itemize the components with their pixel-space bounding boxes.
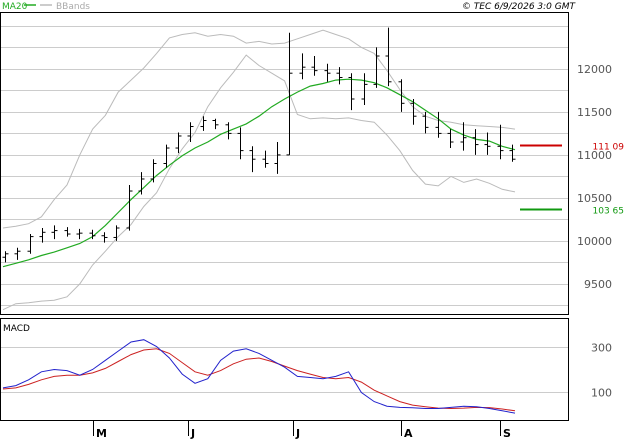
ohlc-bar bbox=[126, 185, 133, 231]
ohlc-bar bbox=[51, 225, 58, 240]
price-y-tick-label: 11000 bbox=[577, 149, 612, 162]
macd-panel-frame bbox=[0, 318, 569, 421]
ohlc-bar bbox=[89, 229, 96, 240]
ohlc-bar bbox=[311, 56, 318, 76]
legend-ma-label: MA20 bbox=[2, 2, 28, 12]
macd-line bbox=[2, 339, 516, 414]
ohlc-bar bbox=[138, 172, 145, 195]
x-tick-label: M bbox=[96, 427, 107, 440]
ohlc-bar bbox=[286, 32, 293, 156]
ohlc-bar bbox=[336, 67, 343, 85]
ohlc-bar bbox=[274, 142, 281, 174]
ohlc-bar bbox=[435, 111, 442, 138]
macd-panel-title: MACD bbox=[3, 324, 30, 334]
ohlc-bar bbox=[472, 129, 479, 155]
macd-y-tick-label: 100 bbox=[591, 387, 612, 400]
ohlc-bar bbox=[225, 122, 232, 140]
ohlc-bar bbox=[373, 47, 380, 88]
x-tick-label: J bbox=[295, 427, 300, 440]
price-panel-frame bbox=[0, 12, 569, 315]
x-tick-label: S bbox=[503, 427, 511, 440]
ohlc-bar bbox=[113, 225, 120, 241]
macd-y-tick-label: 300 bbox=[591, 342, 612, 355]
ohlc-bar bbox=[187, 122, 194, 142]
legend-bb-label: BBands bbox=[56, 2, 90, 12]
resistance-level-label: 111 09 bbox=[593, 143, 625, 153]
ohlc-bar bbox=[460, 122, 467, 151]
ohlc-bar bbox=[422, 111, 429, 134]
ma20-line bbox=[2, 78, 516, 268]
ohlc-bar bbox=[27, 234, 34, 254]
ohlc-bar bbox=[497, 124, 504, 160]
signal-line bbox=[2, 348, 516, 412]
copyright-text: © TEC 6/9/2026 3:0 GMT bbox=[462, 2, 577, 12]
ohlc-bar bbox=[249, 146, 256, 173]
ohlc-bar bbox=[398, 79, 405, 112]
ohlc-bar bbox=[385, 27, 392, 87]
ohlc-bar bbox=[348, 73, 355, 111]
ohlc-bar bbox=[410, 99, 417, 125]
ohlc-bar bbox=[150, 159, 157, 183]
ohlc-bar bbox=[237, 127, 244, 160]
ohlc-bar bbox=[76, 228, 83, 240]
ohlc-bar bbox=[361, 73, 368, 106]
x-tick-label: A bbox=[404, 427, 413, 440]
ohlc-bar bbox=[39, 228, 46, 243]
ohlc-bar bbox=[163, 144, 170, 168]
price-y-tick-label: 10000 bbox=[577, 235, 612, 248]
ohlc-bar bbox=[14, 247, 21, 260]
ohlc-bar bbox=[509, 144, 516, 162]
ohlc-bar bbox=[447, 129, 454, 149]
ohlc-bar bbox=[299, 53, 306, 80]
price-y-tick-label: 10500 bbox=[577, 192, 612, 205]
ohlc-bar bbox=[484, 132, 491, 155]
ohlc-bar bbox=[200, 116, 207, 131]
price-y-tick-label: 9500 bbox=[584, 278, 612, 291]
x-tick-label: J bbox=[190, 427, 195, 440]
ohlc-bar bbox=[2, 251, 9, 263]
ohlc-bar bbox=[101, 232, 108, 243]
support-level-label: 103 65 bbox=[593, 207, 625, 217]
price-y-tick-label: 11500 bbox=[577, 106, 612, 119]
ohlc-bar bbox=[324, 63, 331, 82]
bband-lower-line bbox=[2, 54, 516, 311]
ohlc-bar bbox=[64, 227, 71, 237]
ohlc-bar bbox=[262, 150, 269, 168]
ohlc-bar bbox=[175, 132, 182, 154]
price-y-tick-label: 12000 bbox=[577, 63, 612, 76]
bband-upper-line bbox=[2, 29, 516, 229]
ohlc-bar bbox=[212, 118, 219, 130]
